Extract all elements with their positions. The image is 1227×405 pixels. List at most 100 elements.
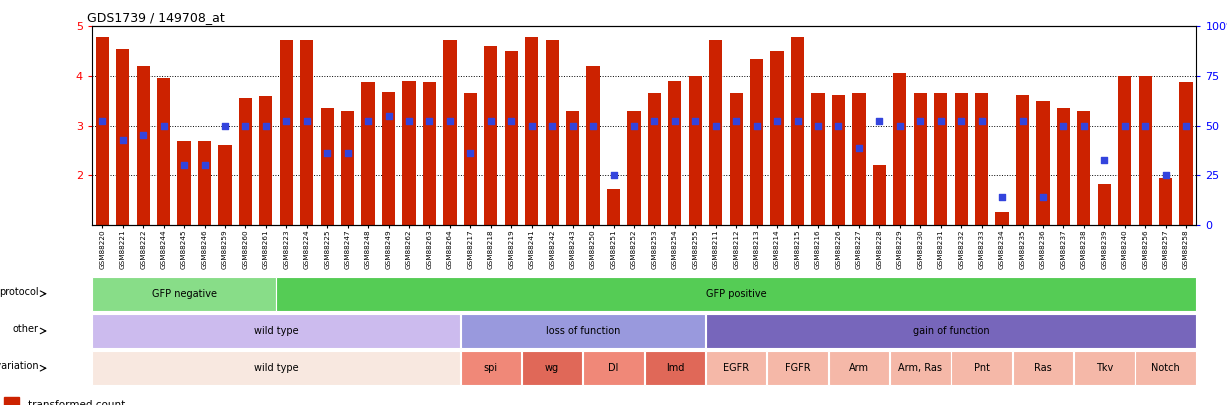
Bar [995,212,1009,225]
Bar [259,96,272,225]
Bar [791,37,804,225]
Text: Arm: Arm [849,363,869,373]
Point [134,132,153,139]
Point [318,149,337,156]
Bar [341,111,355,225]
Bar [362,82,374,225]
Point [337,149,357,156]
Bar [1098,184,1110,225]
Text: wild type: wild type [254,363,298,373]
Point [1074,122,1093,129]
Bar [832,95,845,225]
Point [1177,122,1196,129]
Bar [382,92,395,225]
Bar [607,189,620,225]
Point [665,117,685,124]
Bar [914,93,926,225]
Text: GFP positive: GFP positive [706,289,767,299]
Bar [975,93,988,225]
Bar [955,93,968,225]
Point [809,122,828,129]
Point [1094,157,1114,164]
Bar [644,351,706,386]
Bar [872,165,886,225]
Point [420,117,439,124]
Point [399,117,418,124]
Bar [1118,76,1131,225]
Bar [648,93,661,225]
Point [297,117,317,124]
Bar [1179,82,1193,225]
Point [686,117,706,124]
Bar [951,351,1012,386]
Bar [627,111,640,225]
Bar [546,40,558,225]
Bar [239,98,252,225]
Bar [301,40,313,225]
Text: Pnt: Pnt [973,363,990,373]
Bar [828,351,890,386]
Point [153,122,173,129]
Bar [893,73,907,225]
Bar [92,277,276,311]
Point [849,145,869,151]
Point [1012,117,1032,124]
Bar [92,351,460,386]
Bar [218,145,232,225]
Text: Notch: Notch [1151,363,1180,373]
Bar [92,314,460,348]
Bar [280,40,293,225]
Point [1135,122,1155,129]
Bar [1056,108,1070,225]
Point [604,172,623,179]
Point [215,122,234,129]
Bar [178,141,190,225]
Point [931,117,951,124]
Bar [934,93,947,225]
Bar [688,76,702,225]
Point [870,117,890,124]
Bar [443,40,456,225]
Point [563,122,583,129]
Bar [1074,351,1135,386]
Bar [1160,178,1172,225]
Point [256,122,276,129]
Bar [1077,111,1091,225]
Bar [890,351,951,386]
Bar [5,397,20,405]
Point [1115,122,1135,129]
Bar [811,93,825,225]
Point [747,122,767,129]
Bar [423,82,436,225]
Text: Tkv: Tkv [1096,363,1113,373]
Point [358,117,378,124]
Point [1054,122,1074,129]
Point [1033,194,1053,201]
Point [542,122,562,129]
Bar [525,37,539,225]
Text: lmd: lmd [666,363,683,373]
Bar [1135,351,1196,386]
Bar [1037,101,1049,225]
Point [481,117,501,124]
Point [379,112,399,119]
Bar [402,81,416,225]
Bar [504,51,518,225]
Bar [1139,76,1152,225]
Text: spi: spi [483,363,498,373]
Point [174,162,194,168]
Bar [771,51,784,225]
Text: GDS1739 / 149708_at: GDS1739 / 149708_at [86,11,225,24]
Text: gain of function: gain of function [913,326,989,336]
Point [1156,172,1175,179]
Point [644,117,664,124]
Bar [853,93,865,225]
Point [502,117,521,124]
Point [828,122,848,129]
Point [583,122,602,129]
Bar [587,66,600,225]
Point [890,122,909,129]
Text: wild type: wild type [254,326,298,336]
Bar [730,93,742,225]
Bar [276,277,1196,311]
